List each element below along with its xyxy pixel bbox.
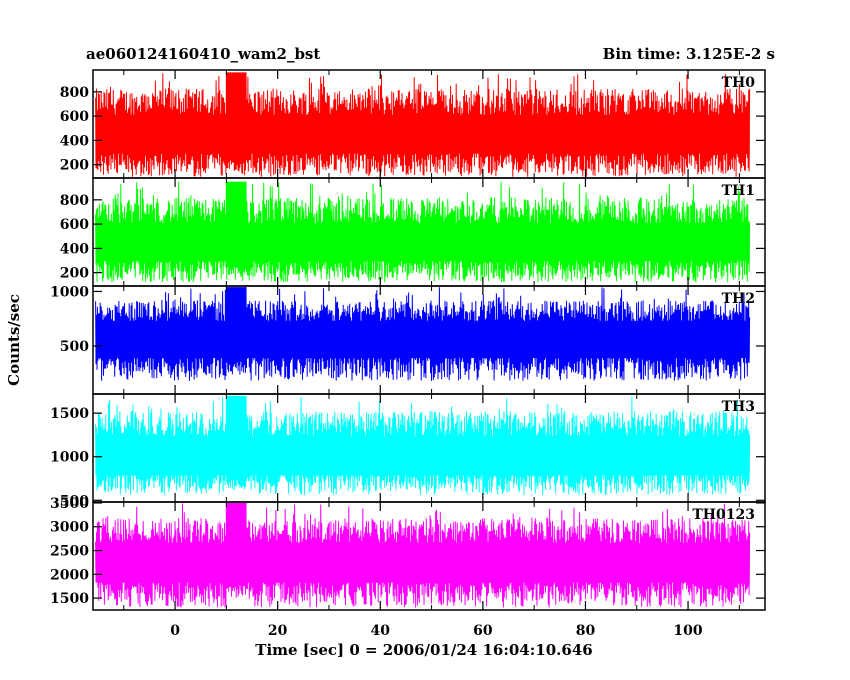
- x-tick-label: 100: [673, 623, 702, 639]
- y-tick-label: 2500: [50, 544, 89, 560]
- y-axis-label: Counts/sec: [5, 294, 23, 386]
- y-tick-label: 800: [60, 85, 89, 101]
- chart-subtitle: Bin time: 3.125E-2 s: [603, 45, 775, 63]
- x-tick-label: 40: [371, 623, 391, 639]
- y-tick-label: 500: [60, 493, 89, 509]
- series-line-th2: [95, 287, 751, 381]
- chart-title: ae060124160410_wam2_bst: [86, 45, 320, 63]
- panel-label-th3: TH3: [722, 399, 755, 415]
- y-tick-label: 500: [60, 339, 89, 355]
- y-tick-label: 2000: [50, 567, 89, 583]
- panel-label-th0: TH0: [722, 75, 756, 91]
- y-tick-label: 3500: [50, 496, 89, 512]
- y-tick-label: 200: [60, 266, 89, 282]
- x-tick-label: 20: [268, 623, 288, 639]
- panel-label-th2: TH2: [722, 291, 755, 307]
- x-tick-label: 60: [473, 623, 493, 639]
- series-line-th0123: [95, 502, 751, 608]
- y-tick-label: 3000: [50, 520, 89, 536]
- x-tick-label: 80: [576, 623, 596, 639]
- y-tick-label: 1500: [50, 591, 89, 607]
- x-tick-label: 0: [170, 623, 180, 639]
- panel-label-th1: TH1: [722, 183, 755, 199]
- y-tick-label: 1000: [50, 450, 89, 466]
- y-tick-label: 600: [60, 109, 89, 125]
- y-tick-label: 400: [60, 133, 89, 149]
- y-tick-label: 600: [60, 217, 89, 233]
- panel-label-th0123: TH0123: [692, 507, 755, 523]
- panel-frame-th0123: [92, 501, 766, 611]
- series-line-th1: [95, 181, 751, 283]
- x-axis-label: Time [sec] 0 = 2006/01/24 16:04:10.646: [255, 641, 592, 659]
- y-tick-label: 400: [60, 241, 89, 257]
- series-line-th3: [95, 395, 751, 496]
- y-tick-label: 1000: [50, 284, 89, 300]
- y-tick-label: 1500: [50, 406, 89, 422]
- series-line-th0: [95, 72, 751, 177]
- y-tick-label: 800: [60, 193, 89, 209]
- y-tick-label: 200: [60, 158, 89, 174]
